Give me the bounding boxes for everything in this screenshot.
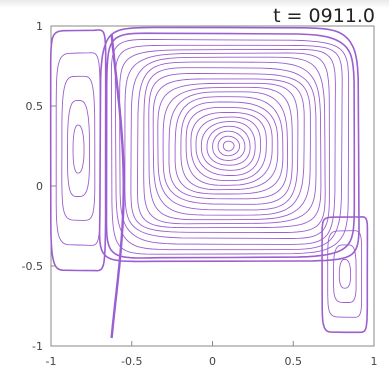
streamline-0-22 (110, 39, 350, 255)
streamline-0-8 (185, 106, 273, 186)
streamline-2-4 (321, 216, 369, 334)
y-tick-label: 0.5 (26, 100, 44, 113)
separatrix-line (110, 33, 125, 339)
streamline-0-21 (114, 44, 343, 251)
x-tick-label: -1 (46, 355, 57, 368)
streamline-2-3 (327, 230, 363, 318)
streamline-layer (49, 26, 369, 339)
streamline-2-1 (338, 258, 352, 289)
x-tick-label: 1 (371, 355, 378, 368)
streamline-0-12 (162, 86, 293, 205)
top-border (0, 0, 389, 8)
x-tick-label: -0.5 (121, 355, 142, 368)
streamline-0-16 (143, 67, 317, 225)
streamline-0-19 (124, 52, 330, 239)
streamline-0-15 (148, 73, 311, 221)
streamline-1-4 (55, 52, 101, 246)
streamline-0-9 (180, 101, 279, 191)
streamline-0-2 (217, 135, 241, 157)
streamline-0-4 (206, 125, 251, 166)
streamline-0-20 (119, 48, 336, 245)
x-tick-label: 0.5 (285, 355, 303, 368)
streamline-0-5 (200, 121, 256, 171)
y-tick-label: -1 (32, 340, 43, 353)
streamline-1-1 (72, 124, 85, 174)
streamline-0-6 (195, 116, 262, 176)
y-tick-label: 1 (36, 20, 43, 33)
streamline-0-23 (105, 32, 356, 259)
streamline-1-3 (61, 75, 96, 221)
x-tick-label: 0 (209, 355, 216, 368)
time-label: t = 0911.0 (273, 5, 375, 27)
streamline-0-11 (168, 91, 289, 200)
streamline-0-14 (152, 78, 305, 216)
y-tick-label: -0.5 (22, 260, 43, 273)
streamline-2-2 (333, 244, 357, 303)
streamline-1-2 (67, 100, 90, 197)
y-tick-label: 0 (36, 180, 43, 193)
axes: -1 -0.5 0 0.5 1 1 0.5 0 -0.5 -1 (22, 20, 378, 368)
streamline-0-18 (130, 56, 326, 233)
streamline-1-5 (49, 29, 107, 272)
streamline-0-17 (136, 61, 322, 229)
streamline-0-10 (174, 96, 284, 195)
streamline-0-1 (222, 140, 235, 152)
streamline-0-7 (190, 111, 267, 182)
streamline-0-3 (212, 130, 246, 161)
streamline-0-13 (157, 82, 299, 211)
